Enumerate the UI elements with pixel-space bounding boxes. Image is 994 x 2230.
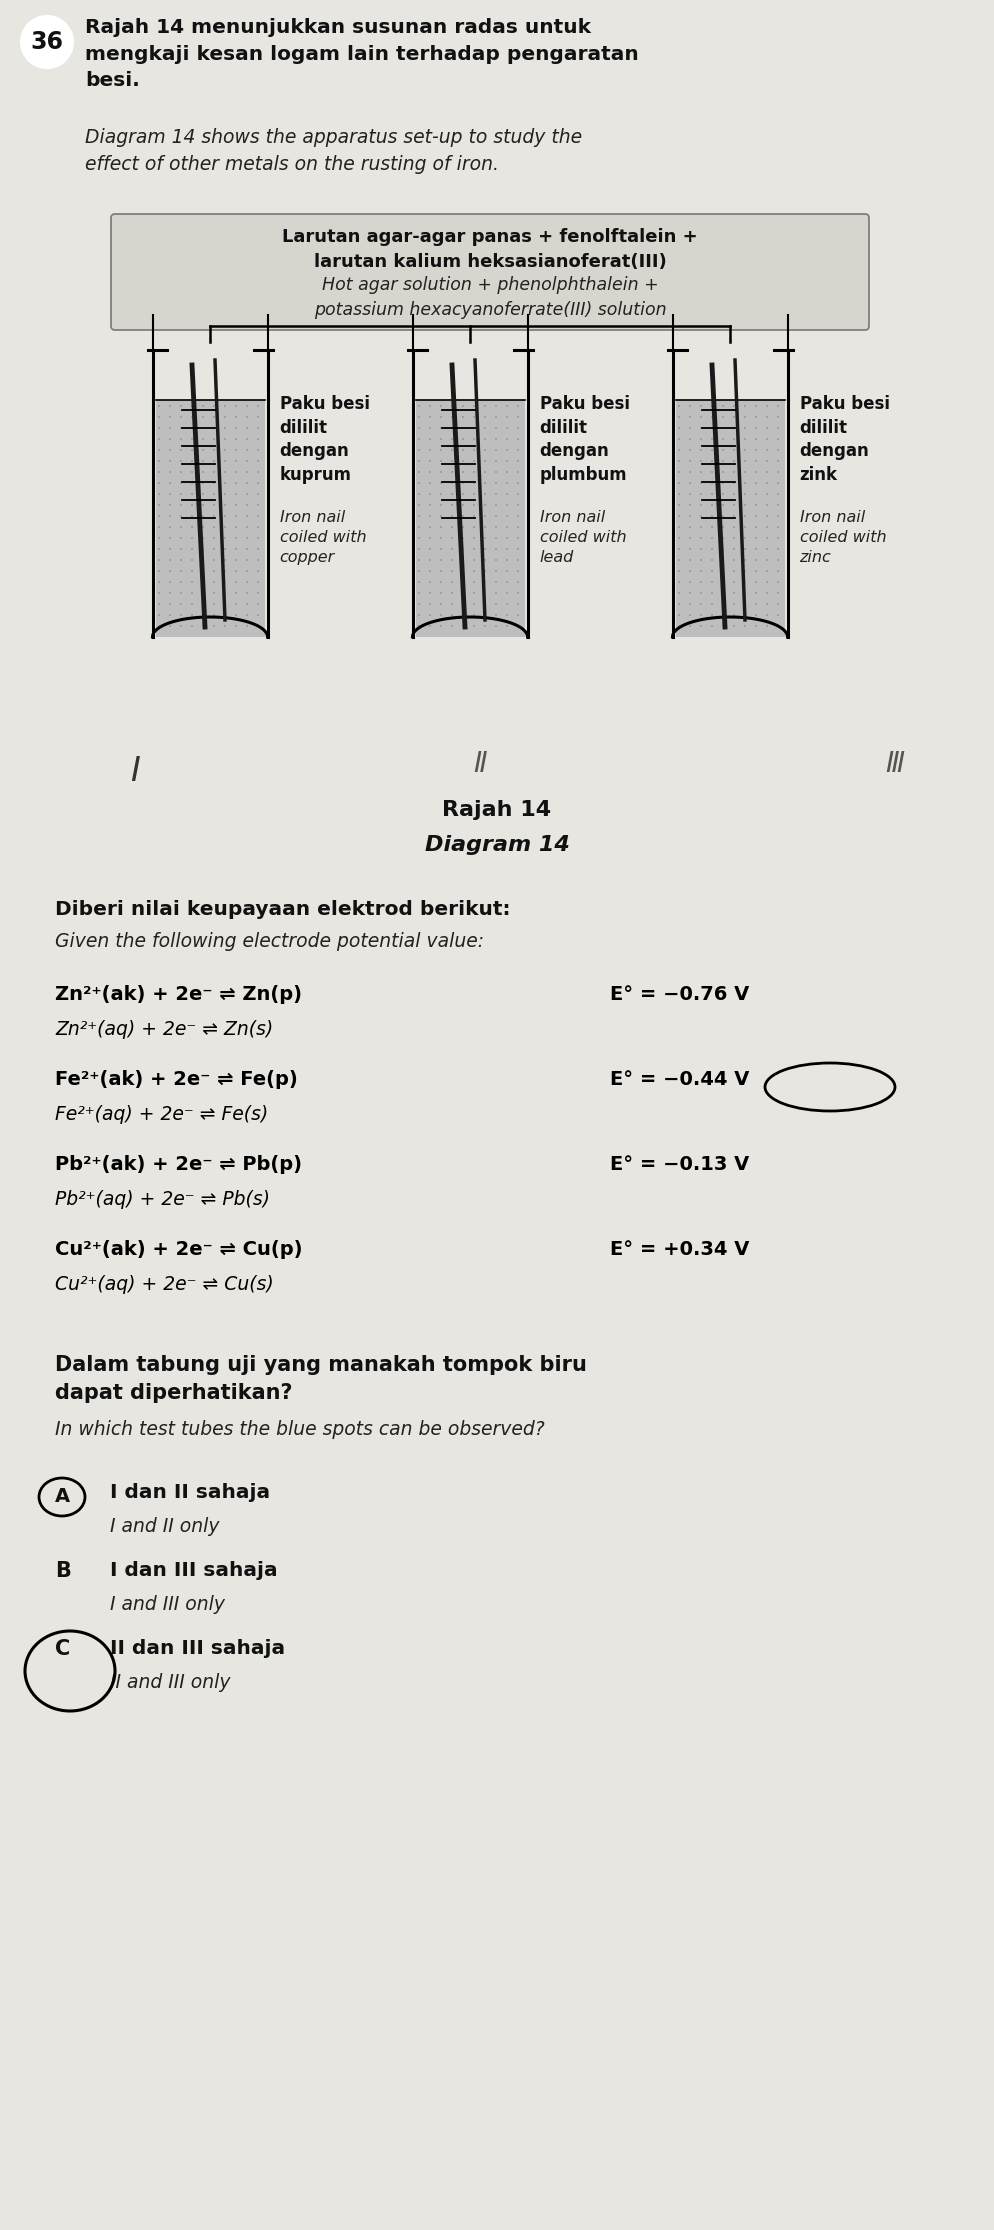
Text: Hot agar solution + phenolphthalein +
potassium hexacyanoferrate(III) solution: Hot agar solution + phenolphthalein + po…	[313, 277, 666, 319]
Text: Diagram 14 shows the apparatus set-up to study the
effect of other metals on the: Diagram 14 shows the apparatus set-up to…	[84, 127, 581, 174]
Text: Fe²⁺(aq) + 2e⁻ ⇌ Fe(s): Fe²⁺(aq) + 2e⁻ ⇌ Fe(s)	[55, 1106, 268, 1124]
Text: E° = −0.44 V: E° = −0.44 V	[609, 1070, 748, 1088]
Text: I and III only: I and III only	[110, 1594, 225, 1615]
Text: In which test tubes the blue spots can be observed?: In which test tubes the blue spots can b…	[55, 1421, 544, 1438]
Text: I and II only: I and II only	[110, 1516, 220, 1536]
Text: Zn²⁺(aq) + 2e⁻ ⇌ Zn(s): Zn²⁺(aq) + 2e⁻ ⇌ Zn(s)	[55, 1019, 273, 1039]
Text: C: C	[55, 1639, 71, 1659]
Bar	[415, 399, 524, 638]
Text: Iron nail
coiled with
zinc: Iron nail coiled with zinc	[799, 511, 886, 564]
Text: Given the following electrode potential value:: Given the following electrode potential …	[55, 932, 484, 950]
Text: Ⅱ: Ⅱ	[473, 749, 486, 778]
Text: Rajah 14: Rajah 14	[442, 801, 551, 821]
Circle shape	[21, 16, 73, 67]
Text: Iron nail
coiled with
lead: Iron nail coiled with lead	[539, 511, 625, 564]
Text: Dalam tabung uji yang manakah tompok biru
dapat diperhatikan?: Dalam tabung uji yang manakah tompok bir…	[55, 1356, 586, 1403]
Text: I dan II sahaja: I dan II sahaja	[110, 1483, 269, 1503]
Text: Cu²⁺(ak) + 2e⁻ ⇌ Cu(p): Cu²⁺(ak) + 2e⁻ ⇌ Cu(p)	[55, 1240, 302, 1260]
Bar	[675, 399, 783, 638]
Text: II and III only: II and III only	[110, 1672, 231, 1693]
Text: Paku besi
dililit
dengan
zink: Paku besi dililit dengan zink	[799, 395, 889, 484]
Text: Cu²⁺(aq) + 2e⁻ ⇌ Cu(s): Cu²⁺(aq) + 2e⁻ ⇌ Cu(s)	[55, 1276, 273, 1293]
Bar	[155, 399, 264, 638]
Text: Paku besi
dililit
dengan
kuprum: Paku besi dililit dengan kuprum	[279, 395, 369, 484]
Text: Diberi nilai keupayaan elektrod berikut:: Diberi nilai keupayaan elektrod berikut:	[55, 901, 510, 919]
Text: E° = +0.34 V: E° = +0.34 V	[609, 1240, 748, 1260]
Text: B: B	[55, 1561, 71, 1581]
Text: I: I	[130, 756, 140, 787]
Text: Diagram 14: Diagram 14	[424, 834, 569, 854]
Text: Rajah 14 menunjukkan susunan radas untuk
mengkaji kesan logam lain terhadap peng: Rajah 14 menunjukkan susunan radas untuk…	[84, 18, 638, 89]
FancyBboxPatch shape	[111, 214, 868, 330]
Text: Iron nail
coiled with
copper: Iron nail coiled with copper	[279, 511, 366, 564]
Text: E° = −0.76 V: E° = −0.76 V	[609, 986, 748, 1004]
Text: Ⅲ: Ⅲ	[885, 749, 904, 778]
Text: Paku besi
dililit
dengan
plumbum: Paku besi dililit dengan plumbum	[539, 395, 629, 484]
Text: Pb²⁺(ak) + 2e⁻ ⇌ Pb(p): Pb²⁺(ak) + 2e⁻ ⇌ Pb(p)	[55, 1155, 302, 1173]
Text: Zn²⁺(ak) + 2e⁻ ⇌ Zn(p): Zn²⁺(ak) + 2e⁻ ⇌ Zn(p)	[55, 986, 302, 1004]
Text: II dan III sahaja: II dan III sahaja	[110, 1639, 285, 1657]
Text: Pb²⁺(aq) + 2e⁻ ⇌ Pb(s): Pb²⁺(aq) + 2e⁻ ⇌ Pb(s)	[55, 1191, 269, 1209]
Text: 36: 36	[31, 29, 64, 54]
Text: Fe²⁺(ak) + 2e⁻ ⇌ Fe(p): Fe²⁺(ak) + 2e⁻ ⇌ Fe(p)	[55, 1070, 297, 1088]
Text: I dan III sahaja: I dan III sahaja	[110, 1561, 277, 1581]
Text: E° = −0.13 V: E° = −0.13 V	[609, 1155, 748, 1173]
Text: Larutan agar-agar panas + fenolftalein +
larutan kalium heksasianoferat(III): Larutan agar-agar panas + fenolftalein +…	[282, 227, 697, 272]
Text: A: A	[55, 1487, 70, 1507]
